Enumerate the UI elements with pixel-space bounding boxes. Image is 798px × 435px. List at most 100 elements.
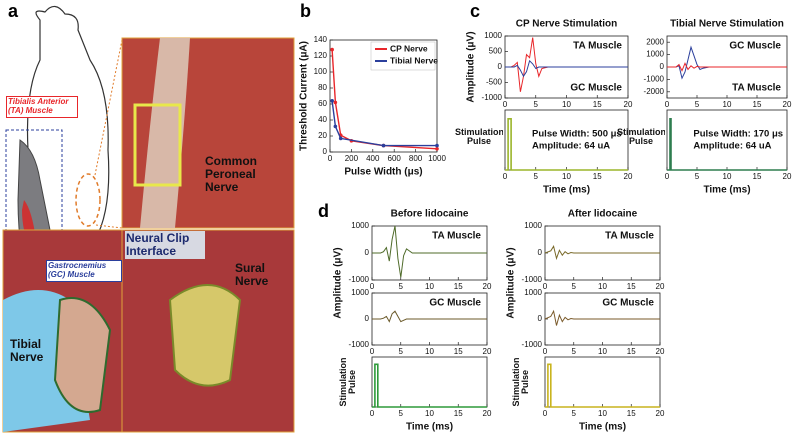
data-point [435, 147, 439, 151]
y-axis-label: Stimulation Pulse [512, 357, 531, 407]
y-tick-label: 0 [365, 248, 370, 257]
x-tick-label: 15 [753, 100, 762, 109]
x-tick-label: 10 [598, 409, 607, 418]
x-tick-label: 0 [328, 154, 333, 163]
series-label: TA Muscle [573, 41, 622, 52]
zoom-line [94, 39, 123, 176]
x-tick-label: 20 [624, 100, 633, 109]
y-tick-label: -500 [486, 78, 503, 87]
x-tick-label: 15 [593, 100, 602, 109]
x-tick-label: 10 [723, 100, 732, 109]
y-axis-label: Amplitude (μV) [466, 31, 477, 102]
x-tick-label: 0 [370, 347, 375, 356]
y-tick-label: 0 [365, 314, 370, 323]
x-tick-label: 15 [753, 172, 762, 181]
x-tick-label: 20 [483, 282, 492, 291]
series-label: TA Muscle [732, 83, 781, 94]
y-tick-label: 1000 [351, 288, 369, 297]
data-point [338, 136, 343, 141]
y-tick-label: 0 [498, 62, 503, 71]
x-tick-label: 15 [454, 409, 463, 418]
x-tick-label: 0 [543, 347, 548, 356]
x-tick-label: 5 [534, 100, 539, 109]
x-tick-label: 0 [543, 409, 548, 418]
x-tick-label: 10 [598, 282, 607, 291]
y-tick-label: 2000 [646, 37, 664, 46]
data-point [381, 143, 386, 148]
x-tick-label: 15 [627, 347, 636, 356]
series-label: GC Muscle [602, 298, 654, 309]
legend-box [370, 41, 436, 71]
y-tick-label: 0 [538, 314, 543, 323]
series-line [372, 310, 487, 323]
x-tick-label: 20 [656, 409, 665, 418]
y-tick-label: 40 [318, 115, 327, 124]
neural-clip-label: Neural Clip Interface [125, 231, 205, 260]
plot-frame [666, 109, 788, 171]
x-tick-label: 0 [543, 282, 548, 291]
series-label: GC Muscle [729, 41, 781, 52]
y-axis-label: Amplitude (μV) [333, 247, 344, 318]
x-tick-label: 0 [370, 409, 375, 418]
x-tick-label: 5 [399, 409, 404, 418]
series-line [372, 225, 487, 278]
pulse-line [667, 118, 787, 171]
x-tick-label: 800 [409, 154, 423, 163]
x-axis-label: Time (ms) [703, 185, 750, 196]
y-tick-label: 120 [314, 51, 328, 60]
x-axis-label: Time (ms) [406, 422, 453, 433]
pulse-line [505, 118, 628, 171]
x-tick-label: 10 [562, 100, 571, 109]
y-tick-label: 80 [318, 83, 327, 92]
pulse-line [372, 363, 487, 408]
y-tick-label: 1000 [351, 221, 369, 230]
x-tick-label: 20 [783, 172, 792, 181]
panel-label: c [470, 1, 481, 21]
y-tick-label: -1000 [482, 93, 503, 102]
series-line [667, 62, 787, 72]
annotation: Amplitude: 64 uA [532, 141, 610, 152]
panel-label: a [8, 1, 19, 21]
data-point [435, 143, 439, 148]
y-tick-label: 1000 [524, 221, 542, 230]
x-tick-label: 20 [783, 100, 792, 109]
plot-frame [544, 356, 661, 408]
y-tick-label: 100 [314, 67, 328, 76]
region-ellipse [75, 173, 101, 227]
x-tick-label: 10 [723, 172, 732, 181]
zoom-line [95, 224, 123, 229]
sural-clip-image [168, 284, 242, 387]
y-tick-label: 140 [314, 35, 328, 44]
x-tick-label: 20 [483, 409, 492, 418]
x-tick-label: 5 [695, 172, 700, 181]
y-axis-label: Stimulation Pulse [339, 358, 357, 407]
x-tick-label: 10 [598, 347, 607, 356]
y-tick-label: -2000 [644, 87, 665, 96]
x-tick-label: 15 [454, 347, 463, 356]
series-label: TA Muscle [432, 231, 481, 242]
y-tick-label: 0 [323, 147, 328, 156]
x-tick-label: 20 [656, 347, 665, 356]
x-tick-label: 600 [388, 154, 402, 163]
data-point [330, 99, 334, 103]
x-tick-label: 15 [593, 172, 602, 181]
y-axis-label-text: Stimulation Pulse [512, 357, 531, 407]
annotation: Pulse Width: 500 μs [532, 129, 622, 140]
x-tick-label: 5 [534, 172, 539, 181]
x-tick-label: 1000 [428, 154, 446, 163]
x-axis-label: Pulse Width (μs) [344, 167, 422, 178]
x-tick-label: 0 [503, 172, 508, 181]
x-tick-label: 10 [562, 172, 571, 181]
clip-image [133, 103, 182, 187]
x-axis-label: Time (ms) [543, 185, 590, 196]
chart-title: CP Nerve Stimulation [516, 19, 618, 30]
series-line [505, 59, 628, 78]
chart-title: After lidocaine [568, 209, 638, 220]
gc-muscle-label: Gastrocnemius (GC) Muscle [46, 260, 122, 282]
y-tick-label: -1000 [522, 275, 543, 284]
leg-box [5, 129, 63, 291]
y-tick-label: -1000 [349, 275, 370, 284]
annotation: Pulse Width: 170 μs [693, 129, 783, 140]
x-tick-label: 10 [425, 282, 434, 291]
